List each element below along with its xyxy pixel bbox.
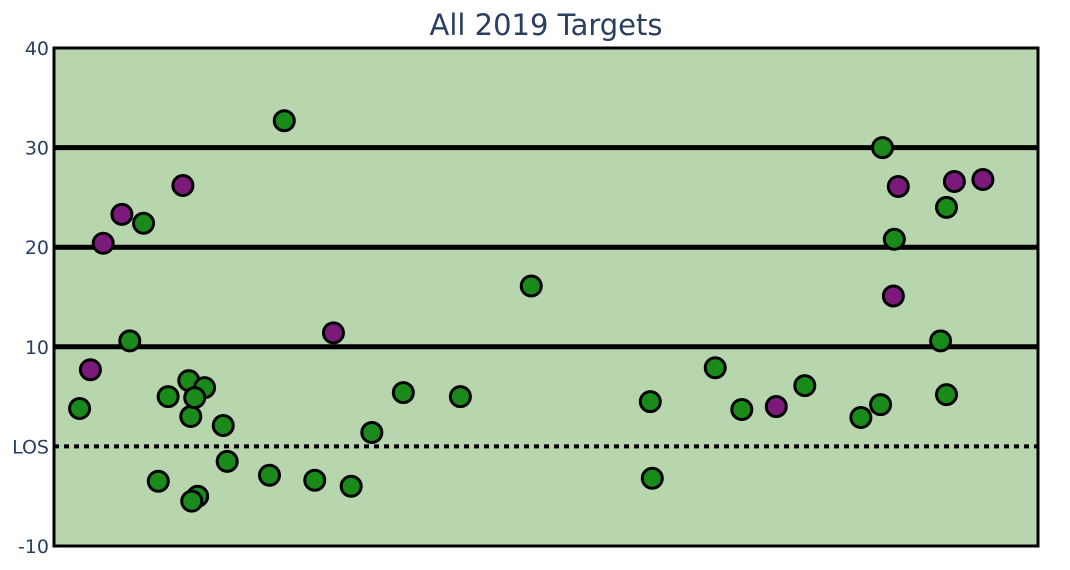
data-point[interactable] bbox=[91, 231, 115, 255]
y-tick-label: LOS bbox=[12, 436, 49, 458]
data-point[interactable] bbox=[882, 227, 906, 251]
data-point[interactable] bbox=[730, 398, 754, 422]
data-point[interactable] bbox=[180, 489, 204, 513]
data-point[interactable] bbox=[519, 274, 543, 298]
y-tick-label: 40 bbox=[25, 38, 49, 60]
data-point[interactable] bbox=[339, 474, 363, 498]
data-point[interactable] bbox=[211, 413, 235, 437]
chart-title: All 2019 Targets bbox=[429, 8, 662, 42]
data-point[interactable] bbox=[257, 463, 281, 487]
data-point[interactable] bbox=[971, 167, 995, 191]
data-point[interactable] bbox=[849, 406, 873, 430]
data-point[interactable] bbox=[448, 385, 472, 409]
data-point[interactable] bbox=[764, 395, 788, 419]
data-point[interactable] bbox=[179, 405, 203, 429]
data-point[interactable] bbox=[68, 397, 92, 421]
data-point[interactable] bbox=[391, 381, 415, 405]
data-point[interactable] bbox=[272, 109, 296, 133]
data-point[interactable] bbox=[638, 390, 662, 414]
data-point[interactable] bbox=[640, 466, 664, 490]
data-point[interactable] bbox=[360, 420, 384, 444]
data-point[interactable] bbox=[881, 284, 905, 308]
data-point[interactable] bbox=[321, 321, 345, 345]
data-point[interactable] bbox=[215, 449, 239, 473]
data-point[interactable] bbox=[110, 202, 134, 226]
data-point[interactable] bbox=[929, 329, 953, 353]
data-point[interactable] bbox=[934, 383, 958, 407]
y-tick-label: 20 bbox=[25, 237, 49, 259]
data-point[interactable] bbox=[793, 374, 817, 398]
y-tick-label: -10 bbox=[18, 536, 49, 558]
data-point[interactable] bbox=[118, 329, 142, 353]
plot-border bbox=[52, 46, 1040, 548]
data-point[interactable] bbox=[869, 393, 893, 417]
y-axis-ticks: -10 LOS 10 20 30 40 bbox=[12, 38, 49, 558]
data-point[interactable] bbox=[703, 356, 727, 380]
data-point[interactable] bbox=[132, 211, 156, 235]
data-point[interactable] bbox=[78, 358, 102, 382]
y-tick-label: 30 bbox=[25, 138, 49, 160]
data-point[interactable] bbox=[942, 169, 966, 193]
data-point[interactable] bbox=[303, 468, 327, 492]
data-point[interactable] bbox=[934, 195, 958, 219]
data-point[interactable] bbox=[171, 173, 195, 197]
data-point[interactable] bbox=[871, 136, 895, 160]
y-tick-label: 10 bbox=[25, 337, 49, 359]
data-point[interactable] bbox=[886, 174, 910, 198]
data-point[interactable] bbox=[183, 386, 207, 410]
data-points bbox=[68, 109, 995, 513]
data-point[interactable] bbox=[156, 385, 180, 409]
data-point[interactable] bbox=[146, 469, 170, 493]
